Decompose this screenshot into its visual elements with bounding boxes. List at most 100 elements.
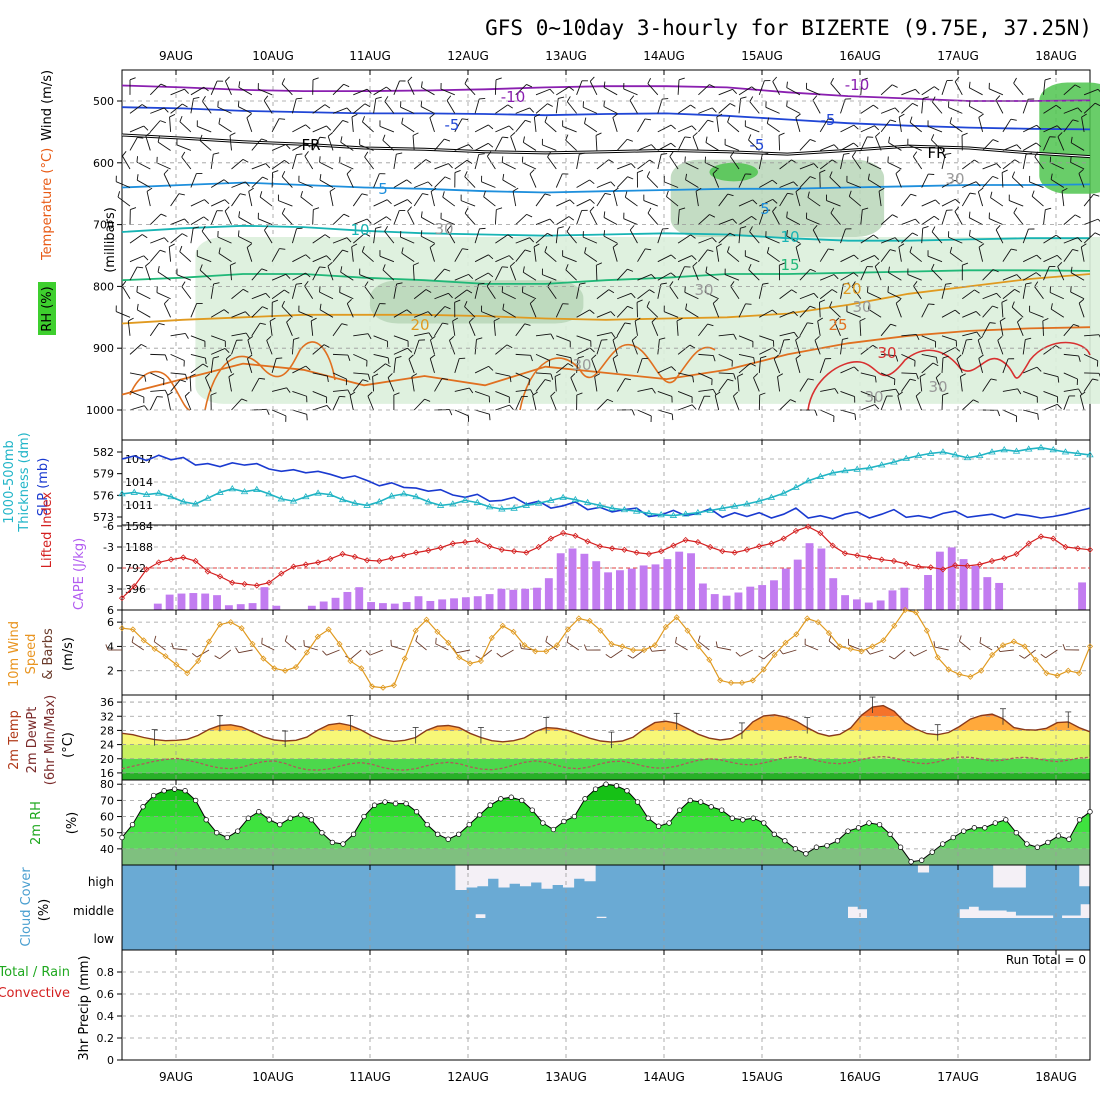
- wind-barb: [860, 404, 875, 411]
- wind-barb-flag: [995, 95, 1001, 101]
- wind-barb: [565, 139, 577, 151]
- wind-barb-flag: [867, 303, 870, 310]
- wind-barb: [393, 199, 408, 207]
- wind-barb: [339, 162, 354, 170]
- temp-label-3: (6hr Min/Max): [43, 695, 58, 785]
- wind-speed-marker: [771, 651, 778, 658]
- wind-barb-flag: [420, 211, 423, 218]
- wind-barb-flag: [676, 317, 683, 322]
- wind-barb: [962, 289, 975, 300]
- wind-speed-marker: [303, 649, 310, 656]
- wind-barb-flag: [733, 391, 739, 397]
- day-label-bottom: 16AUG: [839, 1070, 881, 1084]
- wind-barb: [515, 353, 531, 356]
- wind-barb: [738, 86, 752, 96]
- wind-barb: [474, 142, 489, 151]
- thickness-marker: [130, 488, 138, 495]
- wind-barb: [907, 274, 922, 281]
- wind-barb-flag: [636, 299, 643, 303]
- wind-barb-flag: [529, 298, 535, 304]
- temperature-legend: Temperature (°C): [40, 148, 55, 261]
- wind-barb-flag: [647, 207, 652, 214]
- thickness-marker: [963, 454, 972, 461]
- wind-barb: [547, 156, 557, 170]
- wind-barb: [820, 388, 836, 392]
- wind-barb: [281, 176, 293, 188]
- wind-barb: [346, 173, 354, 188]
- wind-barb: [495, 234, 509, 244]
- wind-barb: [982, 305, 993, 318]
- lifted-index-label: Lifted Index: [40, 491, 55, 568]
- wind-speed-marker: [575, 615, 582, 622]
- lifted-index-marker: [437, 544, 444, 551]
- wind-barb: [332, 353, 349, 356]
- cloud-high-cell: [541, 865, 553, 889]
- wind-barb: [589, 81, 598, 96]
- wind-barb: [677, 209, 680, 225]
- wind-barb: [271, 387, 287, 392]
- wind-barb: [515, 249, 526, 262]
- wind-barb: [779, 331, 795, 337]
- wind-speed-marker: [902, 606, 909, 614]
- rh-marker: [319, 830, 325, 836]
- wind-barb: [969, 105, 983, 114]
- wind-barb: [547, 286, 557, 300]
- lifted-index-marker: [535, 543, 542, 551]
- wind-barb-flag: [730, 281, 735, 287]
- wind-barb: [819, 289, 833, 300]
- wind-barb: [869, 649, 884, 655]
- wind-barb-flag: [160, 120, 166, 124]
- wind-barb-flag: [834, 388, 839, 394]
- wind-barb: [533, 116, 537, 132]
- rh-marker: [266, 817, 272, 823]
- wind-barb-flag: [296, 283, 303, 285]
- wind-barb-flag: [1014, 159, 1021, 164]
- wind-barb: [502, 309, 516, 318]
- wind-speed-marker: [434, 628, 441, 635]
- wind-barb: [312, 344, 325, 355]
- wind-barb: [596, 399, 608, 411]
- wind-barb-flag: [205, 357, 207, 365]
- wind-barb: [978, 246, 984, 262]
- wind-barb-flag: [310, 317, 317, 322]
- wind-barb: [150, 237, 165, 244]
- wind-barb-flag: [351, 113, 358, 118]
- wind-barb-flag: [326, 405, 332, 411]
- wind-barb: [136, 291, 151, 300]
- cape-bar: [307, 605, 316, 610]
- cape-bar: [995, 582, 1004, 610]
- wind-barb: [251, 138, 262, 151]
- wind-barb-flag: [992, 175, 999, 179]
- wind-barb-flag: [753, 373, 759, 378]
- wind-barb-flag: [819, 169, 826, 173]
- wind-barb-flag: [612, 354, 619, 359]
- wind-barb: [738, 335, 754, 342]
- wind-barb: [576, 179, 590, 188]
- y-tick-label: 1000: [86, 404, 114, 417]
- wind-barb: [412, 265, 415, 281]
- wind-barb: [941, 198, 956, 207]
- wind-barb: [339, 292, 354, 300]
- wind-barb: [373, 98, 377, 114]
- wind-barb: [515, 84, 527, 96]
- wind-barb: [210, 80, 218, 95]
- wind-barb: [407, 81, 415, 96]
- wind-barb: [616, 378, 626, 392]
- rh-band: [122, 800, 1090, 817]
- wind-barb: [312, 266, 320, 281]
- wind-barb: [150, 372, 165, 380]
- wind-barb: [224, 80, 232, 96]
- wind-barb: [1063, 214, 1076, 225]
- thickness-marker: [681, 510, 690, 517]
- wind-barb: [312, 137, 321, 151]
- wind-barb: [738, 353, 754, 358]
- wind-barb-flag: [786, 81, 788, 88]
- wind-barb-flag: [506, 344, 513, 349]
- thickness-marker: [632, 507, 641, 514]
- lifted-index-marker: [413, 549, 420, 556]
- lifted-index-marker: [339, 550, 346, 558]
- lifted-index-marker: [1037, 533, 1045, 540]
- wind-barb: [291, 284, 297, 299]
- wind-barb: [799, 176, 811, 188]
- cape-bar: [580, 553, 589, 610]
